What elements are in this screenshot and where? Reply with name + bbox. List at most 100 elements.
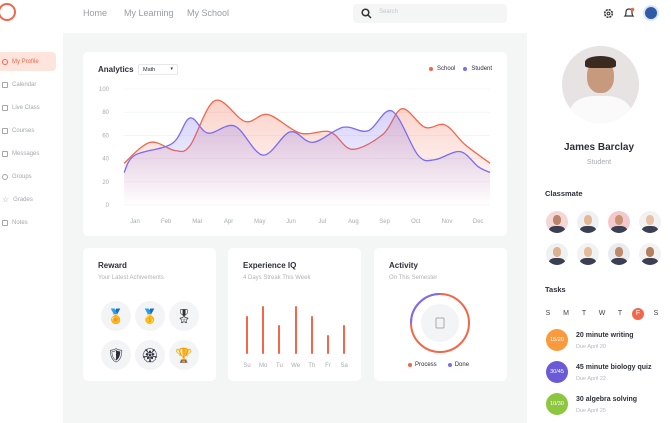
classmate-avatar[interactable] (639, 243, 661, 265)
classmate-title: Classmate (545, 189, 583, 198)
nav-my-school[interactable]: My School (187, 8, 230, 18)
x-tick-label: Aug (348, 219, 359, 225)
streak-bar (246, 315, 248, 354)
gear-icon[interactable] (603, 8, 614, 19)
x-tick-label: Mar (192, 219, 202, 225)
y-tick-label: 60 (102, 133, 109, 139)
analytics-title: Analytics (98, 65, 134, 74)
activity-subtitle: On This Semester (389, 275, 438, 281)
classmate-avatar[interactable] (608, 211, 630, 233)
sidebar-item-notes[interactable]: Notes (0, 213, 56, 232)
day-5[interactable]: F (632, 308, 644, 320)
x-tick-label: Apr (224, 219, 233, 225)
search-icon (361, 8, 372, 19)
classmate-avatar[interactable] (608, 243, 630, 265)
streak-bar (310, 315, 313, 354)
classmate-avatar[interactable] (639, 211, 661, 233)
day-0[interactable]: S (545, 310, 551, 317)
day-label: We (291, 363, 301, 369)
user-icon (2, 58, 8, 65)
task-due: Due April 25 (576, 408, 606, 414)
line-student (123, 109, 491, 174)
experience-card: Experience IQ 4 Days Streak This Week Su… (228, 248, 361, 381)
sidebar-item-live-class[interactable]: Live Class (0, 98, 56, 117)
gold-medal-icon[interactable]: 🏵 (135, 340, 165, 370)
x-tick-label: May (254, 219, 265, 225)
number-one-medal-icon[interactable]: 🥇 (135, 301, 165, 331)
sidebar-item-groups[interactable]: Groups (0, 167, 56, 186)
streak-bar (343, 325, 346, 354)
x-tick-label: Jan (130, 219, 140, 225)
sidebar-item-grades[interactable]: ☆ Grades (0, 190, 56, 209)
sidebar-item-my-profile[interactable]: My Profile (0, 52, 56, 71)
trophy-icon[interactable]: 🏆 (169, 340, 199, 370)
document-icon (435, 317, 445, 329)
analytics-chart: 0 20 40 60 80 100 Jan Feb Mar Apr May Jun Jul Aug Sep O… (99, 87, 491, 225)
area-student (124, 110, 491, 205)
x-tick-label: Nov (442, 219, 453, 225)
sidebar-item-courses[interactable]: Courses (0, 121, 56, 140)
profile-role: Student (586, 159, 612, 166)
sidebar-item-label: Live Class (12, 104, 40, 111)
day-1[interactable]: M (563, 310, 569, 317)
shield-badge-icon[interactable]: 🛡 (101, 340, 131, 370)
sidebar-item-label: Grades (13, 196, 33, 203)
sidebar-item-label: Notes (12, 219, 28, 226)
book-icon (2, 127, 8, 134)
profile-name: James Barclay (563, 142, 635, 153)
task-progress: 10/30 (546, 393, 568, 415)
sidebar-item-label: Courses (12, 127, 35, 134)
task-title[interactable]: 45 minute biology quiz (576, 364, 652, 371)
y-tick-label: 80 (102, 110, 109, 116)
sidebar-item-label: Groups (12, 173, 32, 180)
nav-home[interactable]: Home (83, 8, 108, 18)
activity-legend: Process Done (408, 362, 469, 368)
day-4[interactable]: T (617, 310, 623, 317)
classmate-avatar[interactable] (546, 211, 568, 233)
day-label: Fr (325, 363, 331, 369)
star-rosette-icon[interactable]: 🎖 (169, 301, 199, 331)
y-tick-label: 40 (102, 157, 109, 163)
classmate-avatar[interactable] (577, 243, 599, 265)
reward-card: Reward Your Latest Achivements 🏅 🥇 🎖 🛡 🏵… (83, 248, 216, 381)
x-tick-label: Jun (286, 219, 296, 225)
day-6[interactable]: S (653, 310, 659, 317)
classmate-avatar[interactable] (577, 211, 599, 233)
bell-icon[interactable] (623, 7, 635, 19)
day-3[interactable]: W (598, 310, 606, 317)
process-swatch (408, 363, 412, 367)
app-logo[interactable] (0, 3, 16, 21)
subject-value: Math (143, 67, 156, 73)
y-tick-label: 0 (106, 203, 110, 209)
task-title[interactable]: 30 algebra solving (576, 396, 638, 403)
search-input[interactable]: Search (353, 4, 507, 23)
laurel-medal-icon[interactable]: 🏅 (101, 301, 131, 331)
sidebar-item-messages[interactable]: Messages (0, 144, 56, 163)
task-title[interactable]: 20 minute writing (576, 332, 634, 339)
sidebar-item-calendar[interactable]: Calendar (0, 75, 56, 94)
classmate-avatar[interactable] (546, 243, 568, 265)
streak-bar (278, 325, 281, 354)
x-tick-label: Feb (161, 219, 172, 225)
reward-subtitle: Your Latest Achivements (98, 275, 164, 281)
nav-my-learning[interactable]: My Learning (124, 8, 174, 18)
subject-select[interactable]: Math ▾ (138, 64, 178, 75)
experience-subtitle: 4 Days Streak This Week (243, 275, 311, 281)
legend-student: Student (471, 66, 493, 72)
search-placeholder: Search (379, 9, 399, 15)
star-icon: ☆ (2, 195, 10, 204)
school-logo[interactable] (643, 5, 659, 21)
task-progress: 30/45 (546, 361, 568, 383)
chart-legend: School Student (429, 66, 492, 72)
x-tick-label: Oct (411, 219, 421, 225)
process-label: Process (415, 362, 437, 368)
activity-card: Activity On This Semester Process Done (374, 248, 507, 381)
done-label: Done (454, 362, 470, 368)
day-2[interactable]: T (581, 310, 587, 317)
y-tick-label: 100 (99, 87, 110, 93)
sidebar-item-label: Calendar (12, 81, 37, 88)
x-tick-label: Sep (379, 219, 390, 225)
profile-avatar[interactable] (562, 46, 639, 123)
done-swatch (447, 363, 452, 367)
activity-donut (410, 293, 470, 353)
